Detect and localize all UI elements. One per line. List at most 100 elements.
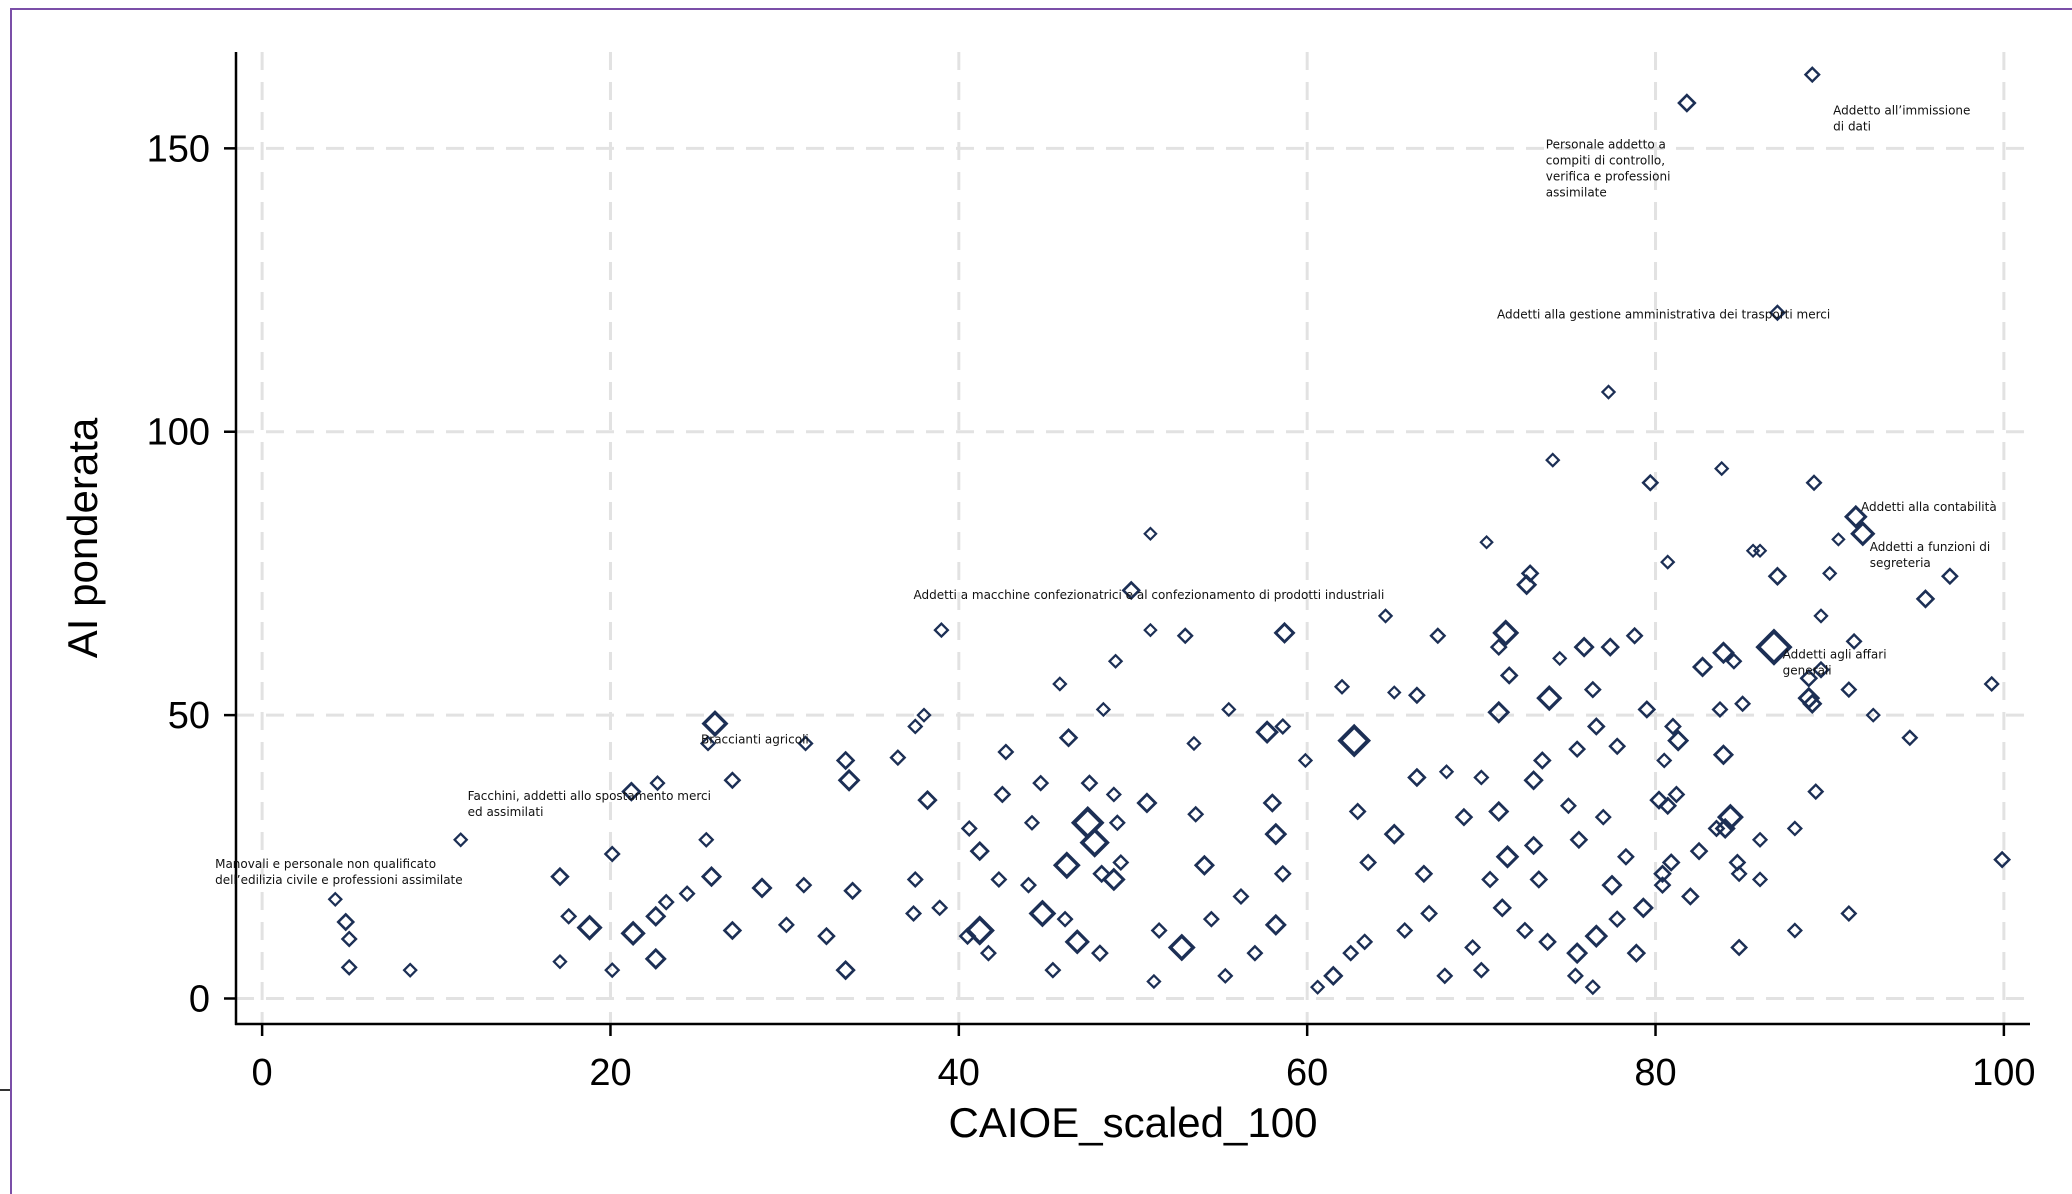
data-point [1822,565,1838,582]
annotation-line: Braccianti agricoli [701,732,809,746]
axes [0,52,2030,1091]
data-point [1538,932,1557,952]
data-point [1616,847,1635,866]
y-axis-title: AI ponderata [59,417,106,658]
data-point [933,622,950,639]
data-point [917,789,938,811]
data-point [1831,532,1846,547]
data-point [906,870,924,888]
annotation-line: Addetto all’immissione [1833,103,1970,117]
data-point [1058,728,1079,748]
y-tick-label: 50 [168,695,210,737]
data-point [1487,700,1511,724]
data-point [1187,805,1205,823]
data-point [931,899,949,917]
data-point [1716,803,1744,831]
data-point [958,927,977,946]
data-point [1660,554,1676,570]
data-point [1464,938,1482,956]
annotation-line: Facchini, addetti allo spostamento merci [468,789,711,803]
data-point [1802,693,1823,714]
annotation-label: Facchini, addetti allo spostamento merci… [468,789,711,819]
data-point [1167,933,1196,962]
annotation-label: Addetti alla contabilità [1861,500,1997,514]
data-point [1608,910,1627,929]
data-point [835,959,856,981]
data-point [1489,638,1508,657]
annotation-line: Manovali e personale non qualificato [215,857,436,871]
data-point [1420,904,1439,923]
data-point [1472,961,1490,979]
data-point [1337,723,1372,758]
data-point [1714,460,1730,477]
data-point [1202,910,1220,928]
data-point [1481,870,1499,889]
data-point [1807,783,1825,801]
data-point [1262,793,1283,813]
data-point [751,877,773,899]
annotation-line: Addetti alla gestione amministrativa dei… [1497,307,1830,321]
data-point [777,916,795,934]
data-point [560,907,578,925]
data-point [795,876,813,894]
data-point [1407,767,1427,788]
data-point [1566,967,1584,985]
annotation-line: ed assimilati [468,805,544,819]
data-point [1108,814,1126,832]
y-tick-label: 150 [147,128,210,170]
y-tick-label: 100 [147,412,210,454]
data-point [1499,666,1519,685]
data-point [1786,820,1803,837]
data-point [1495,844,1520,869]
data-point [1143,526,1158,541]
data-point [1840,904,1858,922]
data-point [1584,979,1601,996]
data-point [1601,874,1623,896]
data-point [1323,965,1344,986]
data-point [649,775,666,792]
data-point [1193,854,1215,876]
data-point [1734,695,1752,713]
data-point [1569,830,1589,850]
data-point [1653,864,1672,884]
data-point [1438,764,1455,780]
data-point [1637,700,1657,719]
annotation-line: compiti di controllo, [1546,153,1665,167]
data-point [1725,652,1743,670]
data-point [1492,619,1520,647]
data-point [1333,678,1351,695]
data-point [1387,685,1402,700]
data-point [657,893,675,911]
data-point [1545,452,1561,468]
data-point [1032,774,1050,792]
data-point [960,819,978,837]
data-point [327,891,343,907]
data-point [1559,797,1577,815]
data-point [1745,543,1761,558]
data-point [1264,913,1287,936]
data-point [1653,876,1672,895]
data-point [964,915,995,946]
data-point [1309,979,1326,995]
data-point [1664,717,1682,736]
data-point [1751,871,1769,888]
data-point [1850,521,1876,547]
data-point [723,771,742,790]
annotation-label: Personale addetto a compiti di controllo,… [1546,137,1671,199]
data-point [1488,800,1510,823]
data-point [1767,566,1788,587]
x-tick-label: 100 [1972,1052,2035,1094]
data-point [1342,944,1360,962]
data-point [1264,822,1288,846]
data-point [1221,701,1237,718]
data-point [1691,656,1714,678]
data-point [1414,864,1434,884]
data-point [576,914,603,941]
data-point [1625,626,1644,645]
data-point [1052,676,1068,692]
annotation-label: Braccianti agricoli [701,732,809,746]
data-point [1566,942,1589,965]
annotation-line: di dati [1833,119,1871,133]
data-point [969,840,990,862]
annotation-label: Addetto all’immissione di dati [1833,103,1970,133]
